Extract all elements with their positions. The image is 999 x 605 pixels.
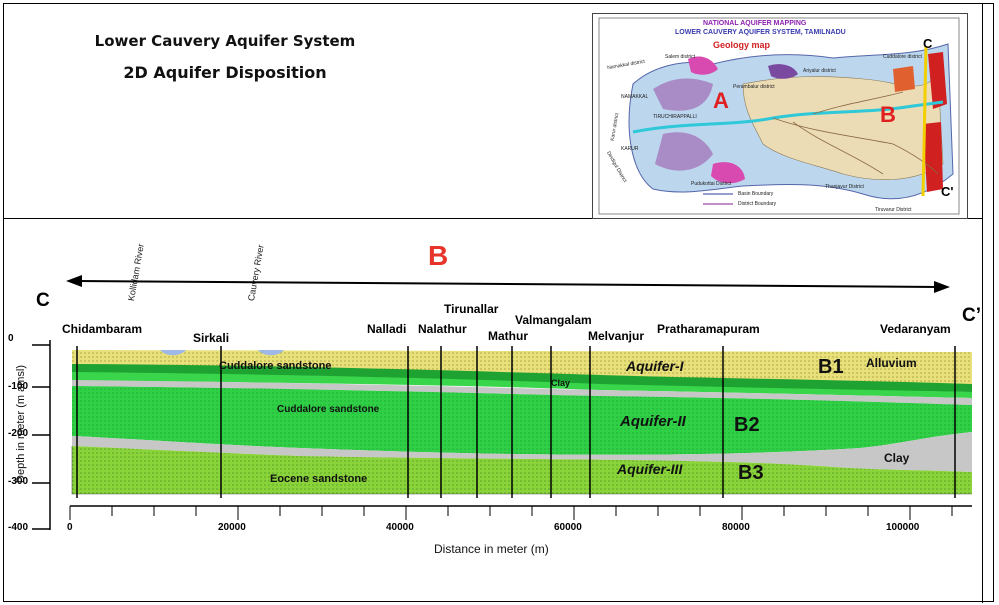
y-tick-label: 0	[8, 333, 14, 344]
figure-frame	[3, 3, 994, 603]
layer-label-clay-upper: Clay	[551, 378, 571, 388]
layer-label-cuddalore-middle: Cuddalore sandstone	[277, 404, 380, 415]
layer-label-eocene: Eocene sandstone	[270, 473, 368, 485]
aquifer-label: Aquifer-II	[620, 413, 686, 430]
layer-label-cuddalore-upper: Cuddalore sandstone	[219, 360, 332, 372]
place-label: Sirkali	[193, 331, 230, 345]
inset-geology-map: NATIONAL AQUIFER MAPPING LOWER CAUVERY A…	[592, 13, 968, 219]
legend-label: Basin Boundary	[738, 191, 774, 197]
x-tick-label: 100000	[886, 522, 920, 533]
inset-heading-2: LOWER CAUVERY AQUIFER SYSTEM, TAMILNADU	[675, 29, 846, 36]
unit-label-b2: B2	[734, 414, 760, 436]
inset-map-title: Geology map	[713, 40, 771, 50]
aquifer-label: Aquifer-I	[626, 358, 684, 374]
district-label: Salem district	[665, 54, 696, 60]
figure-subtitle: 2D Aquifer Disposition	[123, 63, 327, 82]
y-axis-label: Depth in meter (m amsl)	[14, 365, 27, 483]
district-label: Perambalur district	[733, 84, 775, 90]
inset-label-b: B	[880, 102, 896, 127]
place-label: Pratharamapuram	[657, 322, 760, 336]
y-tick-label: -100	[8, 381, 29, 392]
district-label: Thanjavur District	[825, 184, 864, 190]
district-label: NAMAKKAL	[621, 94, 649, 100]
district-label: Ariyalur district	[803, 68, 836, 74]
section-label-b: B	[428, 240, 449, 271]
place-label: Mathur	[488, 329, 528, 343]
x-tick-label: 40000	[386, 522, 414, 533]
legend-label: District Boundary	[738, 201, 777, 207]
district-label: KARUR	[621, 146, 639, 152]
x-tick-label: 0	[67, 522, 73, 533]
district-label: Pudukottai District	[691, 181, 732, 187]
inset-map-graphic	[598, 17, 960, 215]
place-label: Melvanjur	[588, 329, 645, 343]
y-tick-label: -400	[8, 522, 29, 533]
inset-label-c-prime: C'	[941, 184, 954, 199]
place-label: Vedaranyam	[880, 322, 951, 336]
inset-heading-1: NATIONAL AQUIFER MAPPING	[703, 20, 807, 27]
x-tick-label: 20000	[218, 522, 246, 533]
top-panel-divider	[4, 218, 982, 219]
y-tick-label: -200	[8, 428, 29, 439]
figure-title: Lower Cauvery Aquifer System	[94, 32, 356, 50]
unit-label-b3: B3	[738, 462, 764, 484]
inset-label-c: C	[923, 36, 933, 51]
y-tick-label: -300	[8, 476, 29, 487]
section-end-c-prime: C’	[962, 305, 981, 326]
place-label: Tirunallar	[444, 302, 499, 316]
inset-label-a: A	[713, 88, 729, 113]
x-axis-label: Distance in meter (m)	[434, 542, 549, 556]
layer-label-clay-lower: Clay	[884, 451, 910, 465]
district-label: Tiruvarur District	[875, 207, 912, 213]
place-label: Nalathur	[418, 322, 467, 336]
x-tick-label: 60000	[554, 522, 582, 533]
section-end-c: C	[36, 290, 50, 311]
right-margin-divider	[982, 4, 983, 603]
district-label: TIRUCHIRAPPALLI	[653, 114, 697, 120]
place-label: Valmangalam	[515, 313, 592, 327]
district-label: Cuddalore district	[883, 54, 922, 60]
aquifer-label: Aquifer-III	[617, 461, 683, 477]
layer-label-alluvium: Alluvium	[866, 356, 917, 370]
place-label: Nalladi	[367, 322, 407, 336]
x-tick-label: 80000	[722, 522, 750, 533]
place-label: Chidambaram	[62, 322, 143, 336]
unit-label-b1: B1	[818, 356, 844, 378]
